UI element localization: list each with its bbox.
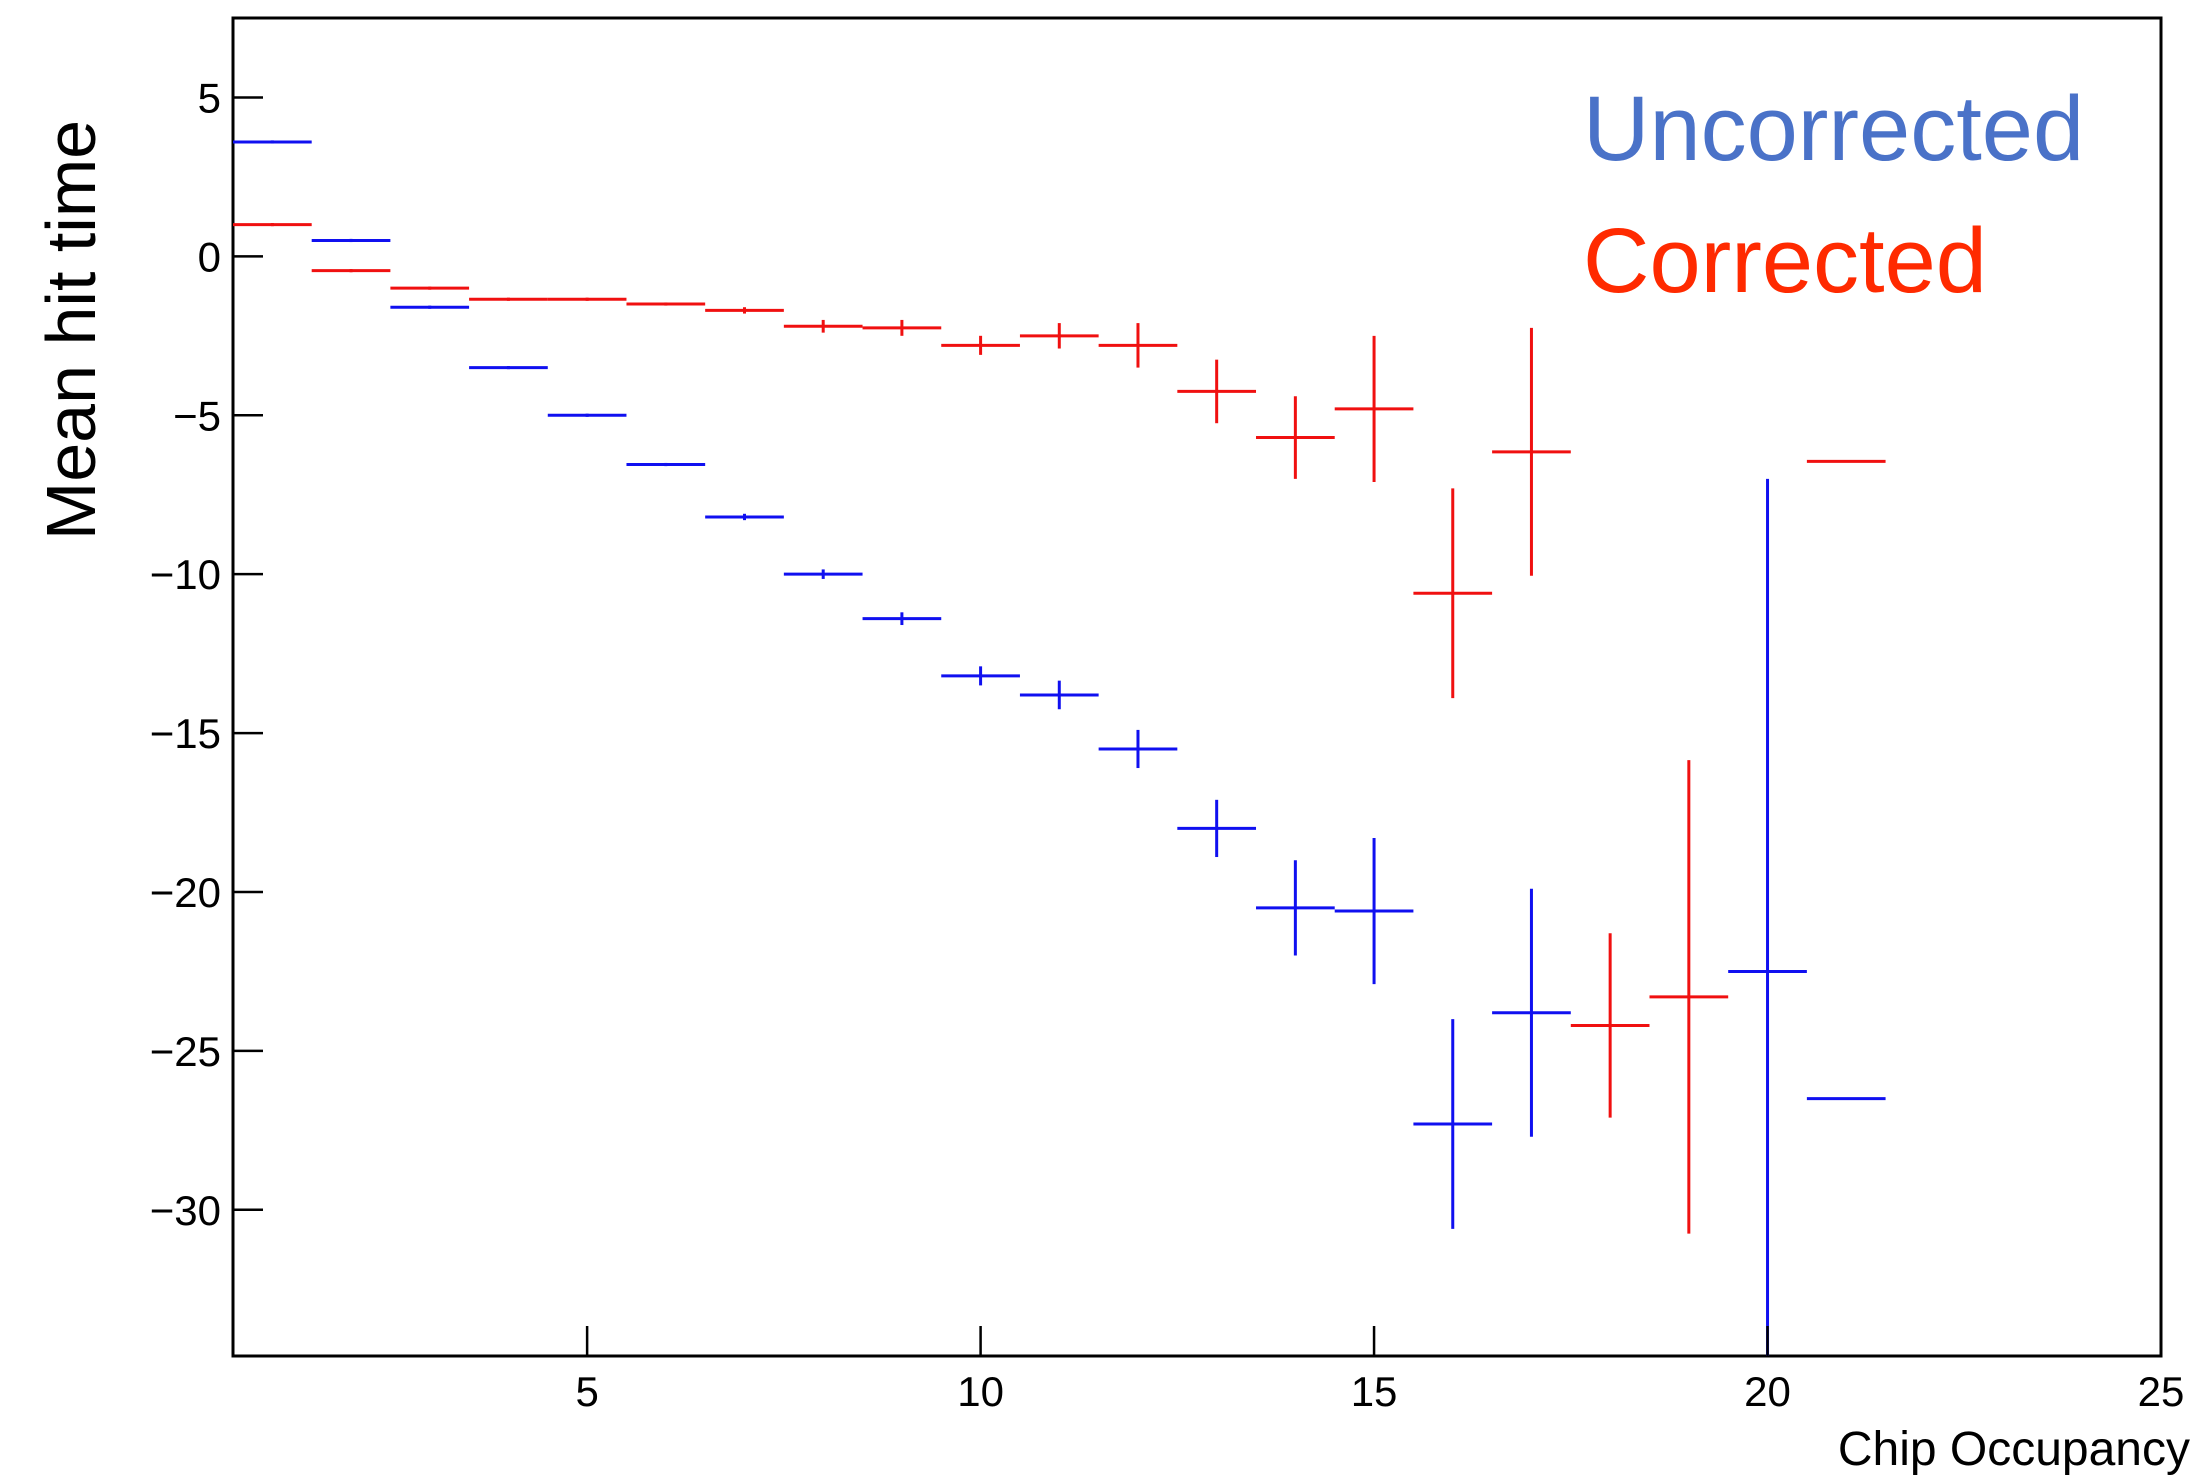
x-tick-label: 5 xyxy=(575,1368,598,1415)
y-tick-label: −20 xyxy=(150,869,221,916)
y-tick-label: −30 xyxy=(150,1187,221,1234)
x-tick-label: 25 xyxy=(2138,1368,2185,1415)
y-tick-label: 5 xyxy=(198,74,221,121)
plot-area xyxy=(233,140,1886,1356)
x-tick-label: 20 xyxy=(1744,1368,1791,1415)
y-axis-title: Mean hit time xyxy=(32,120,110,540)
legend-entry: Uncorrected xyxy=(1583,78,2084,180)
x-tick-label: 15 xyxy=(1351,1368,1398,1415)
y-tick-label: −10 xyxy=(150,551,221,598)
y-tick-label: −25 xyxy=(150,1028,221,1075)
y-tick-label: 0 xyxy=(198,233,221,280)
y-tick-label: −5 xyxy=(173,392,221,439)
x-axis-title: Chip Occupancy xyxy=(1838,1423,2190,1476)
y-tick-label: −15 xyxy=(150,710,221,757)
plot-frame xyxy=(231,16,2163,1358)
x-tick-label: 10 xyxy=(957,1368,1004,1415)
legend-entry: Corrected xyxy=(1583,210,1987,312)
